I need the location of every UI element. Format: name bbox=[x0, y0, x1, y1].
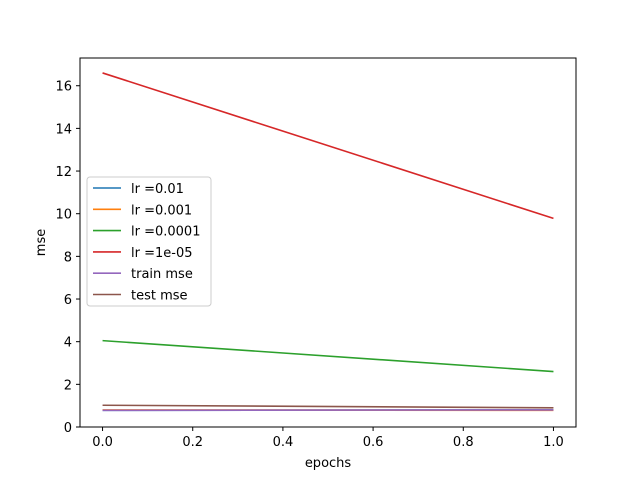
y-tick-label: 2 bbox=[64, 378, 72, 393]
x-tick-label: 0.0 bbox=[92, 435, 113, 450]
y-axis-ticks: 0 2 4 6 8 10 12 14 16 bbox=[55, 80, 80, 436]
series-line-6 bbox=[102, 404, 554, 409]
legend-label-5: train mse bbox=[131, 267, 193, 282]
y-tick-label: 16 bbox=[55, 80, 72, 95]
y-tick-label: 4 bbox=[64, 336, 72, 351]
series-line-3 bbox=[102, 339, 554, 373]
y-tick-label: 12 bbox=[55, 165, 72, 180]
legend-label-6: test mse bbox=[131, 289, 188, 304]
x-tick-label: 0.6 bbox=[363, 435, 384, 450]
legend-label-1: lr =0.01 bbox=[131, 182, 184, 197]
plot-frame bbox=[79, 57, 577, 428]
x-axis-ticks: 0.0 0.2 0.4 0.6 0.8 1.0 bbox=[92, 427, 564, 450]
x-tick-label: 0.4 bbox=[273, 435, 294, 450]
x-tick-label: 1.0 bbox=[543, 435, 564, 450]
y-tick-label: 6 bbox=[64, 293, 72, 308]
legend-label-3: lr =0.0001 bbox=[131, 225, 200, 240]
series-line-4 bbox=[102, 72, 554, 220]
legend: lr =0.01 lr =0.001 lr =0.0001 lr =1e-05 trai… bbox=[86, 176, 212, 307]
y-tick-label: 0 bbox=[64, 421, 72, 436]
y-tick-label: 10 bbox=[55, 208, 72, 223]
y-tick-label: 8 bbox=[64, 250, 72, 265]
x-tick-label: 0.8 bbox=[453, 435, 474, 450]
x-axis-label: epochs bbox=[305, 456, 352, 471]
plot-lines bbox=[102, 72, 554, 412]
x-tick-label: 0.2 bbox=[182, 435, 203, 450]
legend-label-4: lr =1e-05 bbox=[131, 246, 192, 261]
y-axis-label: mse bbox=[34, 229, 49, 256]
y-tick-label: 14 bbox=[55, 122, 72, 137]
legend-label-2: lr =0.001 bbox=[131, 203, 192, 218]
